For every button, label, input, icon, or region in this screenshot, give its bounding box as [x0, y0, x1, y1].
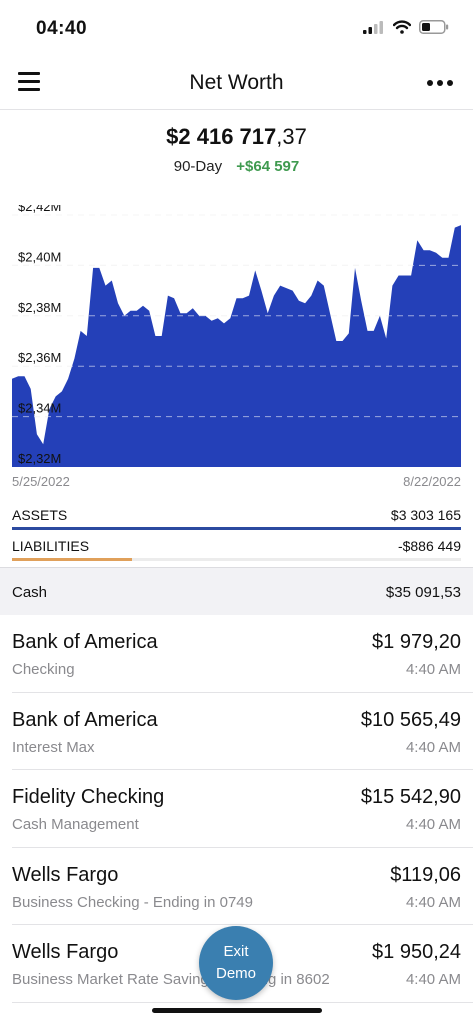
y-tick-label: $2,42M	[18, 205, 61, 214]
exit-demo-line2: Demo	[215, 965, 256, 982]
hamburger-menu-icon[interactable]	[18, 72, 40, 92]
battery-icon	[419, 20, 449, 34]
account-updated-time: 4:40 AM	[405, 893, 461, 911]
liabilities-bar	[12, 558, 133, 561]
y-tick-label: $2,40M	[18, 249, 61, 264]
exit-demo-button[interactable]: Exit Demo	[199, 926, 273, 1000]
more-horizontal-icon[interactable]	[427, 80, 453, 86]
period-change: +$64 597	[236, 158, 300, 175]
account-row[interactable]: Fidelity Checking Cash Management $15 54…	[12, 770, 473, 848]
wifi-icon	[393, 20, 411, 34]
status-time: 04:40	[36, 18, 88, 39]
period-row: 90-Day +$64 597	[0, 158, 473, 175]
cellular-signal-icon	[363, 21, 383, 34]
account-updated-time: 4:40 AM	[405, 661, 461, 678]
exit-demo-line1: Exit	[223, 943, 249, 960]
liabilities-label: LIABILITIES	[12, 538, 90, 554]
assets-bar	[12, 527, 461, 530]
account-list: Bank of America Checking $1 979,20 4:40 …	[0, 615, 473, 1003]
y-tick-label: $2,38M	[18, 300, 61, 315]
nav-bar: Net Worth	[0, 58, 473, 110]
account-type: Cash Management	[12, 816, 139, 834]
section-value: $35 091,53	[385, 584, 461, 601]
account-updated-time: 4:40 AM	[405, 816, 461, 834]
account-balance: $10 565,49	[360, 708, 461, 731]
account-name: Wells Fargo	[12, 863, 119, 886]
assets-liabilities: ASSETS $3 303 165 LIABILITIES -$886 449	[0, 504, 473, 566]
liabilities-bar-track	[12, 558, 461, 561]
account-updated-time: 4:40 AM	[405, 738, 461, 756]
account-name: Bank of America	[12, 708, 158, 731]
account-type: Interest Max	[12, 738, 95, 756]
account-balance: $1 979,20	[372, 631, 461, 653]
assets-label: ASSETS	[12, 507, 68, 523]
net-worth-summary: $2 416 717,37 90-Day +$64 597	[0, 124, 473, 175]
net-worth-area-series	[12, 225, 461, 467]
account-name: Bank of America	[12, 631, 158, 653]
account-type: Business Market Rate Savings - Ending in…	[12, 971, 330, 989]
section-label: Cash	[12, 584, 48, 601]
y-tick-label: $2,36M	[18, 350, 61, 365]
account-row[interactable]: Bank of America Checking $1 979,20 4:40 …	[12, 615, 473, 693]
account-balance: $1 950,24	[372, 941, 461, 964]
home-indicator	[152, 1008, 322, 1013]
account-type: Checking	[12, 661, 75, 678]
x-axis-start-label: 5/25/2022	[12, 474, 70, 489]
account-row[interactable]: Bank of America Interest Max $10 565,49 …	[12, 693, 473, 771]
net-worth-total-main: $2 416 717	[166, 124, 277, 149]
section-header-cash[interactable]: Cash $35 091,53	[0, 567, 473, 615]
status-icons	[363, 20, 449, 34]
period-label: 90-Day	[173, 158, 223, 175]
assets-row[interactable]: ASSETS $3 303 165	[0, 504, 473, 535]
account-updated-time: 4:40 AM	[405, 971, 461, 989]
y-tick-label: $2,34M	[18, 401, 61, 416]
x-axis-end-label: 8/22/2022	[403, 474, 461, 489]
assets-value: $3 303 165	[390, 507, 461, 523]
liabilities-row[interactable]: LIABILITIES -$886 449	[0, 535, 473, 566]
net-worth-total-cents: ,37	[276, 124, 307, 149]
account-balance: $15 542,90	[360, 786, 461, 809]
status-bar: 04:40	[0, 0, 473, 58]
y-tick-label: $2,32M	[18, 451, 61, 466]
net-worth-chart[interactable]: $2,42M $2,40M $2,38M $2,36M $2,34M $2,32M 5/25…	[0, 205, 473, 495]
account-name: Wells Fargo	[12, 941, 119, 964]
account-balance: $119,06	[390, 863, 461, 886]
page-title: Net Worth	[189, 71, 284, 94]
account-type: Business Checking - Ending in 0749	[12, 893, 253, 911]
account-name: Fidelity Checking	[12, 786, 165, 809]
net-worth-total: $2 416 717,37	[0, 124, 473, 150]
liabilities-value: -$886 449	[397, 538, 461, 554]
account-row[interactable]: Wells Fargo Business Checking - Ending i…	[12, 848, 473, 926]
